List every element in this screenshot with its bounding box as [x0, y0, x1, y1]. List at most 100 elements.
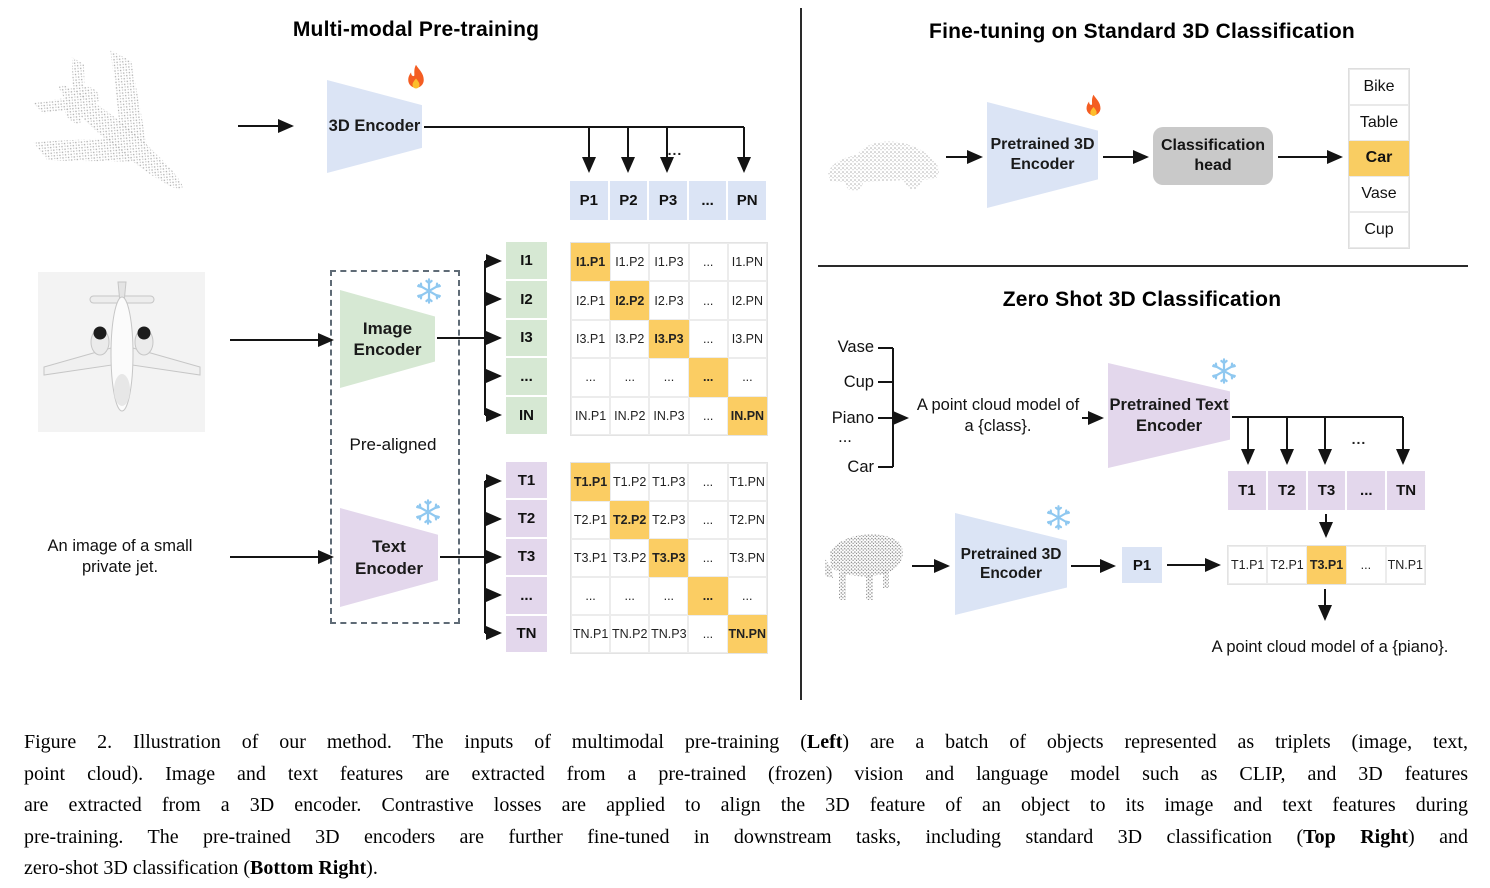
matrix-cell: I3.P3	[649, 319, 689, 359]
p-feature-row: P1 P2 P3... PN	[570, 181, 766, 220]
finetune-title: Fine-tuning on Standard 3D Classificatio…	[929, 20, 1355, 43]
matrix-cell: T1.PN	[727, 463, 767, 501]
text-feature-cell: TN	[506, 615, 547, 652]
snowflake-icon	[1045, 504, 1072, 531]
snowflake-icon	[415, 277, 443, 305]
matrix-cell: T2.P2	[610, 501, 650, 539]
caption-line: pre-training. The pre-trained 3D encoder…	[24, 822, 1468, 854]
matrix-cell: T2.P3	[649, 501, 689, 539]
caption-line: Figure 2. Illustration of our method. Th…	[24, 727, 1468, 759]
pre-aligned-label: Pre-aligned	[349, 435, 437, 454]
matrix-cell: I2.P1	[571, 281, 611, 320]
matrix-cell: ...	[688, 358, 728, 397]
pretrained-text-encoder-label: Pretrained Text Encoder	[1109, 395, 1229, 435]
matrix-cell: I3.P1	[571, 319, 611, 359]
text-feature-cell: T2	[506, 500, 547, 537]
t-feature-cell: TN	[1387, 471, 1425, 510]
caption-line: zero-shot 3D classification (Bottom Righ…	[24, 853, 1468, 885]
matrix-cell: TN.P3	[649, 615, 689, 653]
matrix-cell: T1.P1	[571, 463, 611, 501]
image-encoder-label: Image Encoder	[353, 318, 422, 359]
zeroshot-class: Piano	[831, 409, 874, 427]
t-feature-cell: ...	[1347, 471, 1386, 510]
pretrained-3d-encoder-zs-label: Pretrained 3D Encoder	[960, 545, 1062, 582]
matrix-cell: T2.PN	[727, 501, 767, 539]
caption-line: point cloud). Image and text features ar…	[24, 759, 1468, 791]
jet-photo	[38, 272, 205, 432]
zeroshot-class: Vase	[837, 338, 874, 356]
caption-text: Top Right	[1303, 825, 1409, 848]
classification-head-block: Classification head	[1153, 127, 1273, 185]
text-feature-cell: ...	[506, 577, 547, 614]
zeroshot-title: Zero Shot 3D Classification	[1002, 288, 1282, 311]
car-point-cloud	[828, 141, 939, 191]
3d-encoder-label: 3D Encoder	[328, 117, 421, 136]
caption-text: ) are a batch of objects represented as …	[842, 731, 1468, 753]
matrix-cell: TN.P1	[571, 615, 611, 653]
matrix-cell: ...	[571, 577, 611, 615]
matrix-cell: I3.P2	[610, 319, 650, 359]
matrix-cell: I3.PN	[727, 319, 767, 359]
p-feature-cell: P3	[649, 181, 687, 220]
text-feature-cell: T1	[506, 462, 547, 499]
matrix-cell: T3.P2	[610, 539, 650, 577]
t-row-ellipsis: ...	[1351, 431, 1367, 447]
matrix-cell: ...	[727, 358, 767, 397]
pretrained-3d-encoder-label: Pretrained 3D Encoder	[990, 136, 1095, 173]
pre-aligned-box	[330, 270, 460, 624]
matrix-cell: IN.P2	[610, 396, 650, 435]
caption-text: Figure 2. Illustration of our method. Th…	[24, 731, 807, 753]
image-feature-cell: IN	[506, 397, 547, 434]
matrix-cell: ...	[688, 463, 728, 501]
matrix-cell: ...	[688, 396, 728, 435]
zeroshot-result-text: A point cloud model of a {piano}.	[1211, 638, 1449, 656]
matrix-cell: ...	[688, 615, 728, 653]
matrix-cell: ...	[688, 319, 728, 359]
t-feature-cell: T1	[1228, 471, 1266, 510]
similarity-cell: T1.P1	[1228, 546, 1268, 584]
matrix-cell: ...	[688, 243, 728, 282]
matrix-cell: I2.P2	[610, 281, 650, 320]
class-list: Bike Table Car Vase Cup	[1348, 68, 1410, 249]
matrix-cell: IN.P3	[649, 396, 689, 435]
class-list-item: Vase	[1349, 176, 1409, 213]
zeroshot-similarity-row: T1.P1 T2.P1 T3.P1... TN.P1	[1227, 545, 1426, 585]
matrix-cell: ...	[571, 358, 611, 397]
caption-text: ).	[366, 857, 378, 879]
snowflake-icon	[414, 498, 442, 526]
matrix-cell: I2.PN	[727, 281, 767, 320]
text-feature-cell: T3	[506, 538, 547, 576]
class-list-item: Bike	[1349, 69, 1409, 105]
similarity-cell: T2.P1	[1267, 546, 1307, 584]
piano-point-cloud	[825, 534, 903, 600]
zeroshot-class: Car	[847, 458, 874, 476]
t-feature-cell: T3	[1307, 471, 1346, 510]
matrix-cell: TN.P2	[610, 615, 650, 653]
caption-text: are extracted from a 3D encoder. Contras…	[24, 794, 1468, 816]
caption-text: Left	[806, 731, 843, 753]
airplane-point-cloud	[33, 50, 183, 190]
fire-icon	[1080, 90, 1107, 123]
matrix-cell: T2.P1	[571, 501, 611, 539]
matrix-cell: T3.PN	[727, 539, 767, 577]
image-feature-cell: I1	[506, 242, 547, 279]
class-list-item: Car	[1349, 140, 1409, 177]
matrix-cell: I1.P2	[610, 243, 650, 282]
class-list-item: Table	[1349, 104, 1409, 141]
caption-text: pre-training. The pre-trained 3D encoder…	[24, 825, 1304, 848]
pretraining-title: Multi-modal Pre-training	[292, 18, 540, 41]
caption-line: are extracted from a 3D encoder. Contras…	[24, 790, 1468, 822]
p-feature-cell: P2	[609, 181, 648, 220]
matrix-cell: ...	[610, 577, 650, 615]
zeroshot-class-ellipsis: ...	[838, 428, 852, 446]
p1-feature-cell: P1	[1122, 547, 1162, 583]
caption-text: point cloud). Image and text features ar…	[24, 762, 1468, 785]
matrix-cell: T1.P3	[649, 463, 689, 501]
similarity-cell: TN.P1	[1385, 546, 1425, 584]
t-feature-cell: T2	[1267, 471, 1306, 510]
matrix-cell: ...	[649, 358, 689, 397]
image-feature-cell: I2	[506, 280, 547, 318]
image-feature-cell: ...	[506, 358, 547, 396]
matrix-cell: IN.P1	[571, 396, 611, 435]
